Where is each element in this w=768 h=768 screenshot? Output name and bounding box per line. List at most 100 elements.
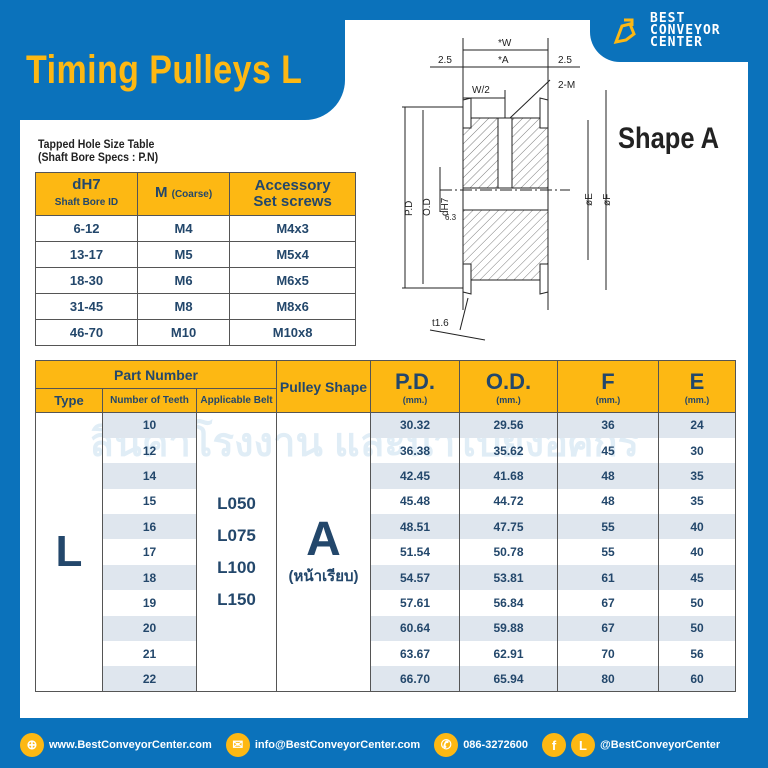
table-cell: 36 <box>557 412 659 438</box>
table-cell: 22 <box>102 666 197 693</box>
logo-line: CENTER <box>650 35 703 50</box>
belt-label: L100 <box>217 558 256 578</box>
dim-dh7: dH7 <box>440 197 451 216</box>
tapped-hole-table: dH7 Shaft Bore ID M (Coarse) Accessory Set… <box>35 172 356 346</box>
dim-left: 2.5 <box>438 55 452 66</box>
tapped-row: 31-45 M8 M8x6 <box>35 293 356 320</box>
table-cell: 50 <box>658 615 736 642</box>
social-handle[interactable]: @BestConveyorCenter <box>600 739 721 751</box>
header-m: M (Coarse) <box>136 172 231 216</box>
dim-f: øF <box>602 194 613 206</box>
pulley-spec-table: Part Number Pulley Shape P.D. (mm.) O.D.(… <box>35 360 736 693</box>
table-cell: 55 <box>557 514 659 540</box>
table-cell: 17 <box>102 539 197 565</box>
table-cell: 40 <box>658 514 736 540</box>
table-row: 14 42.45 41.68 48 35 <box>36 463 736 489</box>
caption-line: (Shaft Bore Specs : P.N) <box>38 150 159 164</box>
dim-t: t1.6 <box>432 318 449 329</box>
tapped-table-caption: Tapped Hole Size Table (Shaft Bore Specs … <box>38 138 158 164</box>
table-cell: 80 <box>557 666 659 693</box>
shape-letter: A <box>306 513 341 567</box>
tapped-cell: M10x8 <box>229 319 356 346</box>
footer: ⊕ www.BestConveyorCenter.com ✉ info@BestCo… <box>0 722 768 768</box>
phone-link[interactable]: 086-3272600 <box>463 739 529 751</box>
table-row: 15 45.48 44.72 48 35 <box>36 488 736 515</box>
table-row: 22 66.70 65.94 80 60 <box>36 666 736 693</box>
header-od: O.D. (mm.) <box>459 360 558 413</box>
table-cell: 41.68 <box>459 463 558 489</box>
table-row: 19 57.61 56.84 67 50 <box>36 590 736 616</box>
belt-label: L050 <box>217 494 256 514</box>
table-cell: 21 <box>102 641 197 667</box>
table-row: 18 54.57 53.81 61 45 <box>36 564 736 591</box>
tapped-row: 46-70 M10 M10x8 <box>35 319 356 346</box>
title-banner <box>0 20 345 120</box>
table-cell: 30 <box>658 437 736 464</box>
table-cell: 70 <box>557 641 659 667</box>
table-cell: 15 <box>102 488 197 515</box>
email-link[interactable]: info@BestConveyorCenter.com <box>254 739 421 751</box>
tapped-cell: M5x4 <box>229 241 356 268</box>
shape-label: Shape A <box>618 122 720 155</box>
table-cell: 47.75 <box>459 514 558 540</box>
table-cell: 45 <box>557 437 659 464</box>
tapped-cell: 13-17 <box>35 241 138 268</box>
dim-pd: P.D <box>404 201 415 216</box>
table-cell: 67 <box>557 590 659 616</box>
header-shape: Pulley Shape <box>276 360 371 413</box>
table-cell: 45 <box>658 564 736 591</box>
mail-icon: ✉ <box>225 733 250 757</box>
shape-sub: (หน้าเรียบ) <box>288 568 359 586</box>
table-cell: 56.84 <box>459 590 558 616</box>
table-row: 17 51.54 50.78 55 40 <box>36 539 736 565</box>
tapped-cell: M6 <box>136 267 231 294</box>
header-accessory: Accessory Set screws <box>229 172 356 216</box>
website-link[interactable]: www.BestConveyorCenter.com <box>49 739 212 751</box>
table-cell: 51.54 <box>370 539 460 565</box>
tapped-cell: M8 <box>136 293 231 320</box>
dim-a: *A <box>498 55 509 66</box>
applicable-belts: L050 L075 L100 L150 <box>196 412 277 693</box>
table-cell: 35.62 <box>459 437 558 464</box>
table-cell: 63.67 <box>370 641 460 667</box>
roughness: 6.3 <box>445 213 457 222</box>
logo-line: CONVEYOR <box>650 23 721 38</box>
table-cell: 48 <box>557 463 659 489</box>
table-cell: 67 <box>557 615 659 642</box>
table-cell: 60.64 <box>370 615 460 642</box>
conveyor-logo-icon <box>613 18 636 45</box>
page-title: Timing Pulleys L <box>26 48 303 92</box>
dim-w2: W/2 <box>472 85 490 96</box>
table-cell: L <box>35 412 103 693</box>
brand-logo: BEST CONVEYOR CENTER <box>590 0 768 62</box>
line-icon[interactable]: L <box>571 733 596 757</box>
header-pd: P.D. (mm.) <box>370 360 460 413</box>
phone-icon: ✆ <box>434 733 459 757</box>
dim-w: *W <box>498 38 512 49</box>
belt-label: L075 <box>217 526 256 546</box>
table-cell: 50 <box>658 590 736 616</box>
facebook-icon[interactable]: f <box>542 733 567 757</box>
tapped-row: 13-17 M5 M5x4 <box>35 241 356 268</box>
table-cell: 45.48 <box>370 488 460 515</box>
table-cell: 61 <box>557 564 659 591</box>
table-row: 21 63.67 62.91 70 56 <box>36 641 736 667</box>
table-cell: 19 <box>102 590 197 616</box>
tapped-row: 6-12 M4 M4x3 <box>35 215 356 242</box>
table-cell: 60 <box>658 666 736 693</box>
tapped-cell: 46-70 <box>35 319 138 346</box>
header-type: Type <box>35 388 103 413</box>
tapped-cell: 31-45 <box>35 293 138 320</box>
table-cell: 36.38 <box>370 437 460 464</box>
logo-line: BEST <box>650 11 686 26</box>
tapped-row: 18-30 M6 M6x5 <box>35 267 356 294</box>
table-cell: 35 <box>658 488 736 515</box>
table-row: 12 36.38 35.62 45 30 <box>36 437 736 464</box>
table-cell: 35 <box>658 463 736 489</box>
table-cell: 56 <box>658 641 736 667</box>
table-cell: 57.61 <box>370 590 460 616</box>
table-cell: 24 <box>658 412 736 438</box>
tapped-cell: 18-30 <box>35 267 138 294</box>
table-cell: 30.32 <box>370 412 460 438</box>
table-cell: 20 <box>102 615 197 642</box>
